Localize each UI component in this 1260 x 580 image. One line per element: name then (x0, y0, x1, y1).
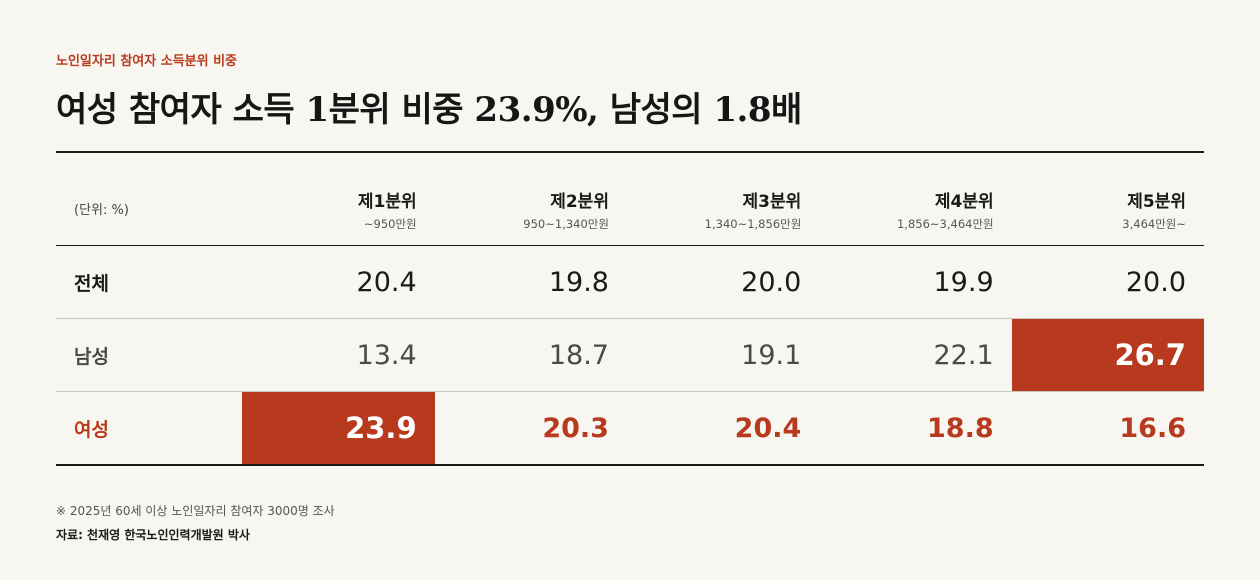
column-range: 1,340~1,856만원 (704, 217, 802, 231)
row-label: 여성 (74, 418, 109, 441)
table-cell: 22.1 (933, 339, 994, 371)
top-rule (56, 151, 1204, 153)
table-row-female: 여성 23.9 20.3 20.4 18.8 16.6 (56, 391, 1204, 465)
column-range: 1,856~3,464만원 (896, 217, 994, 231)
table-cell: 18.8 (927, 412, 994, 444)
column-header-q5: 제5분위 3,464만원~ (1011, 172, 1204, 246)
unit-label: (단위: %) (56, 172, 243, 246)
survey-note: ※ 2025년 60세 이상 노인일자리 참여자 3000명 조사 (56, 504, 335, 518)
column-header-q2: 제2분위 950~1,340만원 (434, 172, 627, 246)
highlighted-cell: 23.9 (242, 391, 435, 465)
kicker-label: 노인일자리 참여자 소득분위 비중 (56, 54, 238, 69)
table-cell: 20.3 (542, 412, 609, 444)
row-label: 남성 (74, 345, 109, 368)
column-header-q1: 제1분위 ~950만원 (242, 172, 435, 246)
table-cell: 19.8 (548, 266, 609, 298)
table-cell: 13.4 (356, 339, 417, 371)
highlighted-cell: 26.7 (1011, 318, 1204, 392)
table-cell: 20.0 (741, 266, 802, 298)
table-cell: 18.7 (548, 339, 609, 371)
table-cell: 19.9 (933, 266, 994, 298)
column-name: 제3분위 (742, 192, 802, 212)
table-row-male: 남성 13.4 18.7 19.1 22.1 26.7 (56, 318, 1204, 392)
table-cell: 20.0 (1125, 266, 1186, 298)
column-name: 제1분위 (357, 192, 417, 212)
table-cell: 19.1 (741, 339, 802, 371)
table-cell: 20.4 (356, 266, 417, 298)
table-row-total: 전체 20.4 19.8 20.0 19.9 20.0 (56, 246, 1204, 319)
column-name: 제2분위 (550, 192, 609, 212)
column-name: 제4분위 (934, 192, 994, 212)
column-header-q4: 제4분위 1,856~3,464만원 (819, 172, 1012, 246)
table-cell: 16.6 (1119, 412, 1186, 444)
source-credit: 자료: 천재영 한국노인인력개발원 박사 (56, 528, 250, 542)
column-name: 제5분위 (1127, 192, 1186, 212)
header-row: (단위: %) 제1분위 ~950만원 제2분위 950~1,340만원 제3분… (56, 172, 1204, 246)
table-cell: 20.4 (734, 412, 802, 444)
column-range: 3,464만원~ (1122, 217, 1186, 231)
column-header-q3: 제3분위 1,340~1,856만원 (626, 172, 820, 246)
column-range: ~950만원 (363, 217, 417, 231)
row-label: 전체 (74, 272, 109, 295)
headline: 여성 참여자 소득 1분위 비중 23.9%, 남성의 1.8배 (56, 90, 802, 130)
income-quintile-table: (단위: %) 제1분위 ~950만원 제2분위 950~1,340만원 제3분… (56, 172, 1204, 466)
column-range: 950~1,340만원 (523, 217, 609, 231)
